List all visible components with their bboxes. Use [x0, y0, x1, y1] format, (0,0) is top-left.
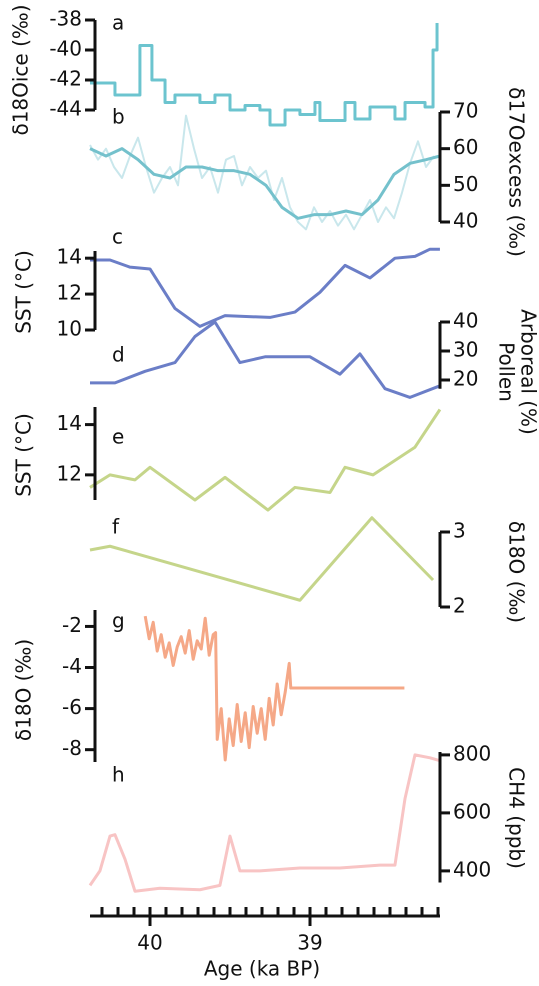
x-axis-label: Age (ka BP)	[204, 957, 320, 981]
y-tick-label: 40	[453, 209, 478, 233]
data-line	[90, 320, 441, 399]
y-tick-label: -6	[62, 695, 82, 719]
y-tick-label: -42	[49, 67, 82, 91]
y-tick-label: 400	[453, 857, 491, 881]
data-line	[89, 516, 435, 602]
y-tick-label: 14	[57, 411, 82, 435]
y-axis-label: Pollen	[495, 342, 519, 402]
data-line	[88, 753, 441, 893]
y-tick-label: -40	[49, 37, 82, 61]
data-line	[90, 247, 440, 328]
panel-letter: f	[112, 515, 120, 539]
x-tick-label: 40	[137, 931, 162, 955]
y-tick-label: -8	[62, 736, 82, 760]
panel-letter: g	[112, 609, 125, 633]
y-tick-label: 60	[453, 135, 478, 159]
panel-letter: b	[112, 105, 125, 129]
y-tick-label: 3	[453, 519, 466, 543]
y-axis-label: δ18O (‰)	[505, 521, 529, 623]
panel-letter: a	[112, 11, 124, 35]
y-axis-label: CH4 (ppb)	[505, 767, 529, 869]
y-tick-label: 30	[453, 338, 478, 362]
y-axis-label: SST (°C)	[12, 250, 36, 334]
y-tick-label: 10	[57, 317, 82, 341]
y-tick-label: -2	[62, 613, 82, 637]
y-tick-label: 40	[453, 309, 478, 333]
y-tick-label: 2	[453, 594, 466, 618]
y-tick-label: 70	[453, 99, 478, 123]
y-axis-label: Arboreal (%)	[517, 309, 539, 435]
y-tick-label: 14	[57, 245, 82, 269]
panel-letter: e	[112, 425, 124, 449]
y-tick-label: 20	[453, 367, 478, 391]
data-line	[89, 147, 441, 220]
y-tick-label: -44	[49, 97, 82, 121]
data-line	[90, 23, 439, 127]
y-tick-label: 600	[453, 799, 491, 823]
y-tick-label: -38	[49, 7, 82, 31]
data-line	[143, 615, 405, 762]
y-axis-label: SST (°C)	[12, 413, 36, 497]
y-tick-label: 12	[57, 461, 82, 485]
y-tick-label: 12	[57, 281, 82, 305]
y-axis-label: δ17Oexcess (‰)	[505, 87, 529, 257]
y-tick-label: -4	[62, 654, 82, 678]
panel-letter: h	[112, 763, 125, 787]
x-tick-label: 39	[297, 931, 322, 955]
panel-letter: d	[112, 343, 125, 367]
data-line	[89, 114, 435, 231]
data-line	[89, 408, 442, 512]
y-tick-label: 800	[453, 741, 491, 765]
panel-letter: c	[112, 225, 123, 249]
y-axis-label: δ18Oice (‰)	[9, 4, 33, 135]
y-tick-label: 50	[453, 172, 478, 196]
y-axis-label: δ18O (‰)	[12, 639, 36, 741]
